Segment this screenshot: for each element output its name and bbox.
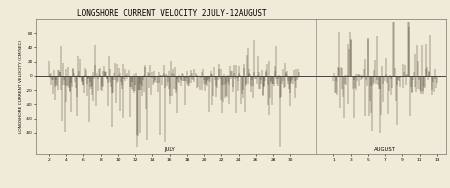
Text: LONGSHORE CURRENT VELOCITY 2JULY-12AUGUST: LONGSHORE CURRENT VELOCITY 2JULY-12AUGUS… [77, 9, 266, 18]
Y-axis label: LONGSHORE CURRENT VELOCITY (CM/SEC): LONGSHORE CURRENT VELOCITY (CM/SEC) [19, 40, 23, 133]
Text: AUGUST: AUGUST [374, 147, 396, 152]
Text: JULY: JULY [164, 147, 175, 152]
